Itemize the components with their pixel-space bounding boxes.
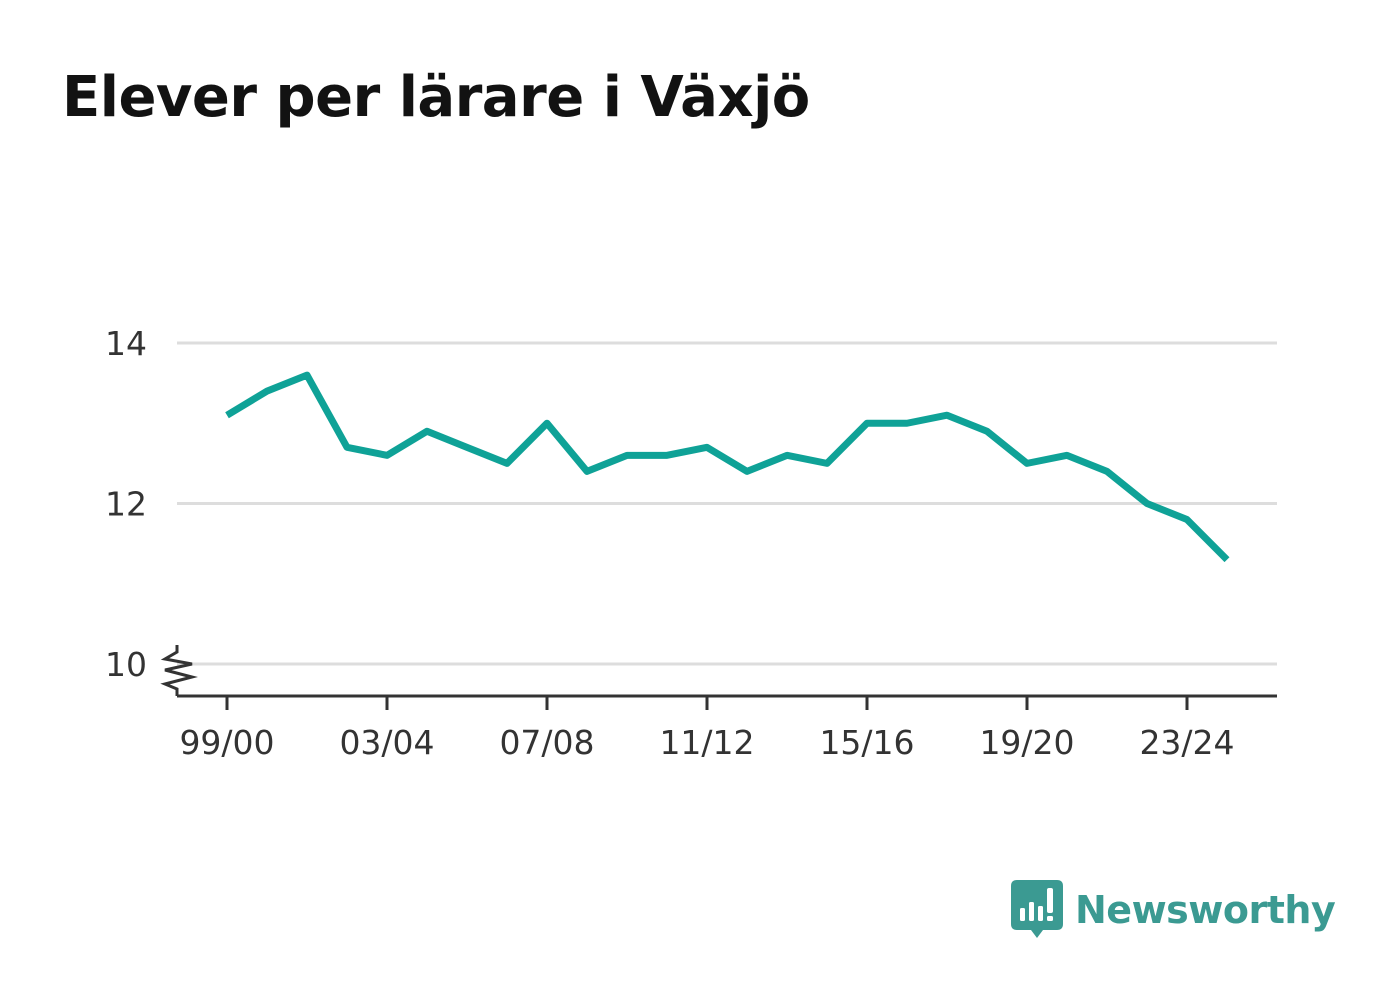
y-tick-label: 10 [105,645,147,684]
newsworthy-logo: Newsworthy [1011,880,1336,940]
series-layer [225,371,1230,563]
x-tick-label: 23/24 [1139,723,1234,762]
y-tick-label: 12 [105,485,147,524]
newsworthy-bar-chart-icon [1011,880,1063,938]
series-line-0 [225,371,1230,563]
x-tick-label: 07/08 [499,723,594,762]
tick-labels: 10 12 14 99/00 03/04 07/08 11/12 15/16 19/20 23/2… [105,324,1235,762]
gridlines [177,341,1277,666]
y-tick-label: 14 [105,324,147,363]
axis-break-icon [160,645,198,696]
x-tick-label: 15/16 [819,723,914,762]
x-tick-label: 19/20 [979,723,1074,762]
chart-title: Elever per lärare i Växjö [62,65,810,130]
x-tick-label: 99/00 [179,723,274,762]
x-tick-label: 03/04 [339,723,434,762]
x-tick-label: 11/12 [659,723,754,762]
brand-name: Newsworthy [1075,888,1336,932]
axes [160,645,1277,710]
